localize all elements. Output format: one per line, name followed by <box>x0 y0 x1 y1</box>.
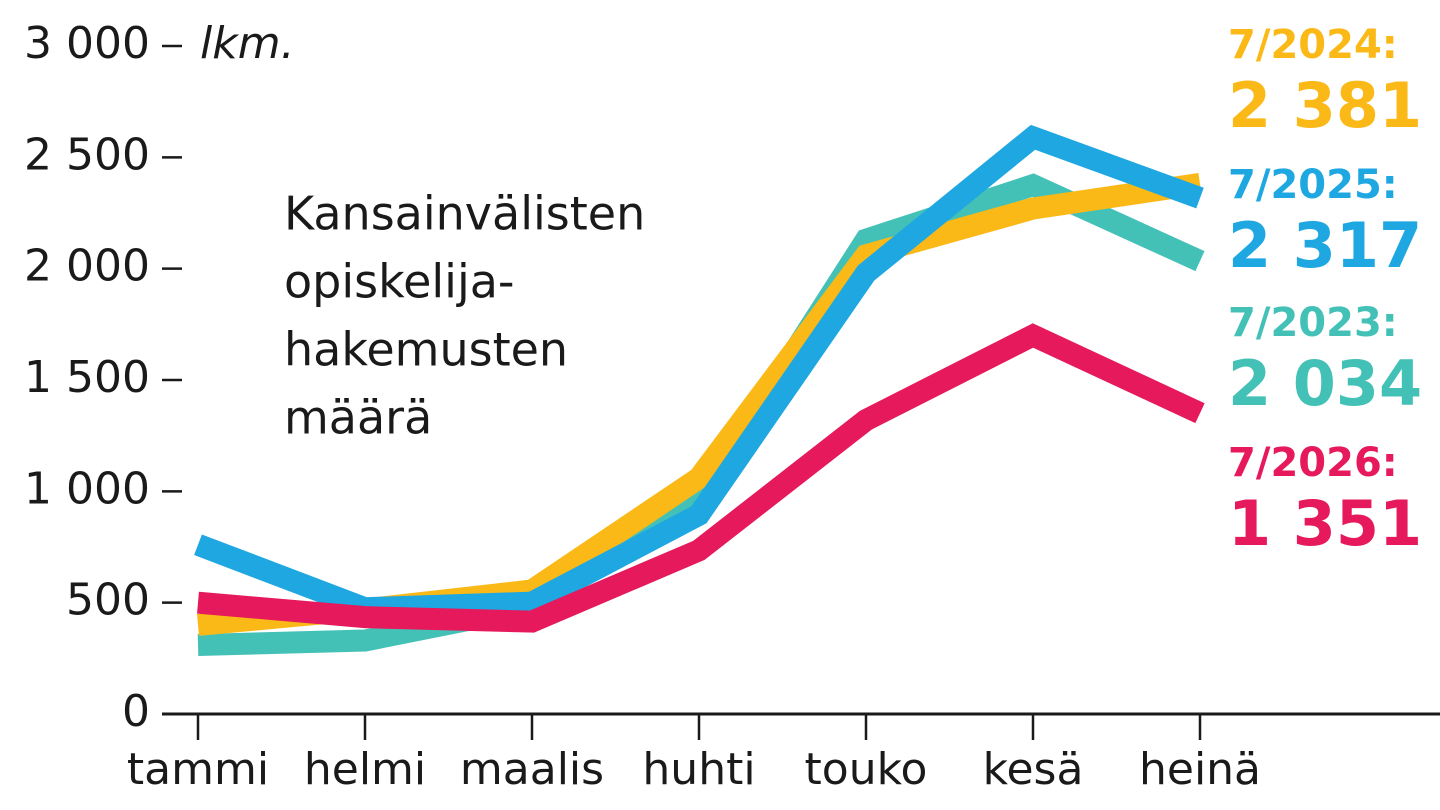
y-tick-label: 0 <box>122 686 150 737</box>
value-label: 2 317 <box>1228 209 1422 282</box>
chart-title: hakemusten <box>284 323 568 377</box>
series-line <box>197 323 1205 633</box>
value-label: 2 034 <box>1228 347 1422 420</box>
y-tick-label: 500 <box>66 575 150 626</box>
value-label: 1 351 <box>1228 487 1422 560</box>
y-tick-label: 2 000 <box>24 241 150 292</box>
chart-title: opiskelija- <box>284 255 515 309</box>
y-tick-label: 3 000 <box>24 18 150 69</box>
x-tick-label: tammi <box>127 744 269 795</box>
legend-label: 7/2025: <box>1228 162 1398 208</box>
x-tick-label: kesä <box>983 744 1084 795</box>
y-tick-label: 1 500 <box>24 352 150 403</box>
x-tick-label: heinä <box>1139 744 1261 795</box>
unit-label: lkm. <box>200 18 295 69</box>
y-tick-label: 1 000 <box>24 463 150 514</box>
value-label: 2 381 <box>1228 69 1422 142</box>
chart-title: määrä <box>284 391 432 445</box>
x-tick-label: touko <box>805 744 928 795</box>
x-tick-label: huhti <box>642 744 755 795</box>
legend-label: 7/2023: <box>1228 300 1398 346</box>
legend-label: 7/2024: <box>1228 22 1398 68</box>
y-tick-label: 2 500 <box>24 129 150 180</box>
legend-label: 7/2026: <box>1228 440 1398 486</box>
x-tick-label: helmi <box>304 744 426 795</box>
chart-title: Kansainvälisten <box>284 187 645 241</box>
x-tick-label: maalis <box>460 744 604 795</box>
